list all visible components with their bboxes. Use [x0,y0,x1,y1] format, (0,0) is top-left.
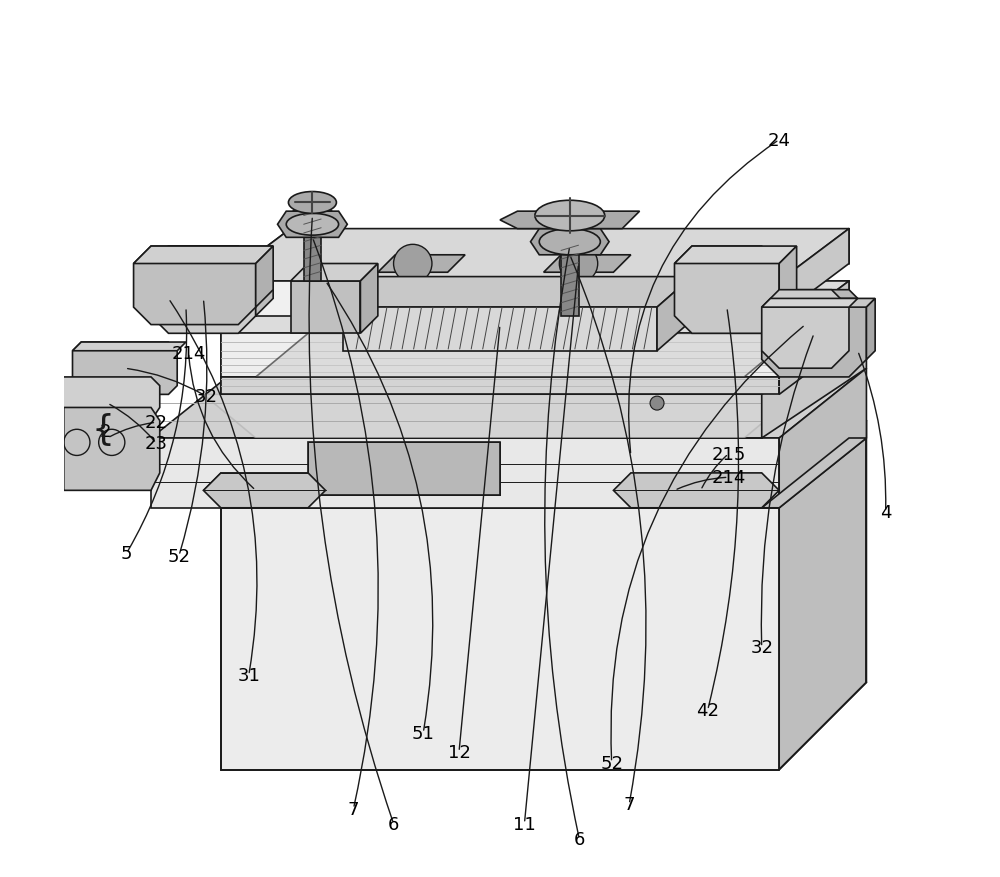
Text: 31: 31 [237,667,260,685]
Polygon shape [221,282,779,317]
Polygon shape [343,277,692,308]
Polygon shape [73,343,186,352]
Polygon shape [291,264,378,282]
Text: 7: 7 [348,800,359,818]
Polygon shape [762,299,875,308]
Text: 24: 24 [768,132,791,149]
Polygon shape [221,334,779,377]
Text: 214: 214 [171,344,206,362]
Polygon shape [278,212,347,238]
Polygon shape [151,438,779,508]
Text: 51: 51 [412,724,435,742]
Polygon shape [256,246,273,317]
Polygon shape [762,325,866,438]
Polygon shape [762,290,866,377]
Polygon shape [203,395,797,438]
Polygon shape [657,277,692,352]
Polygon shape [291,282,360,334]
Text: 7: 7 [623,795,635,814]
Polygon shape [779,230,849,317]
Polygon shape [221,282,849,334]
Text: 4: 4 [880,503,891,522]
Polygon shape [762,290,849,369]
Polygon shape [762,438,866,508]
Text: 52: 52 [600,753,623,772]
Ellipse shape [288,192,336,214]
Polygon shape [73,343,177,395]
Ellipse shape [291,207,334,226]
Text: 5: 5 [121,545,132,562]
Polygon shape [304,212,321,282]
Polygon shape [221,508,779,770]
Text: 52: 52 [167,547,190,565]
Text: {: { [92,413,115,446]
Polygon shape [308,443,500,496]
Polygon shape [613,474,779,508]
Ellipse shape [539,221,600,246]
Polygon shape [378,255,465,273]
Polygon shape [81,386,151,438]
Polygon shape [221,377,779,395]
Text: 214: 214 [711,468,746,487]
Polygon shape [81,386,151,491]
Text: 6: 6 [388,815,399,832]
Polygon shape [500,212,640,230]
Text: 6: 6 [574,831,585,848]
Polygon shape [779,246,797,317]
Text: 23: 23 [145,435,168,453]
Circle shape [650,396,664,410]
Text: 42: 42 [696,702,719,719]
Polygon shape [360,264,378,334]
Polygon shape [343,308,657,352]
Ellipse shape [539,230,600,255]
Polygon shape [561,246,579,317]
Polygon shape [55,408,64,491]
Text: 32: 32 [194,388,217,406]
Circle shape [394,245,432,283]
Ellipse shape [286,214,339,236]
Polygon shape [134,246,273,264]
Polygon shape [779,282,849,377]
Text: 2: 2 [100,423,111,440]
Text: 22: 22 [145,414,168,431]
Ellipse shape [535,201,605,232]
Polygon shape [221,230,849,282]
Polygon shape [55,377,160,421]
Polygon shape [151,246,273,264]
Polygon shape [203,474,326,508]
Polygon shape [134,246,256,325]
Polygon shape [151,369,866,438]
Text: 32: 32 [750,638,773,657]
Polygon shape [762,299,858,308]
Polygon shape [256,246,273,308]
Polygon shape [221,421,866,508]
Polygon shape [544,255,631,273]
Polygon shape [674,246,797,264]
Text: 11: 11 [513,815,536,832]
Polygon shape [779,325,849,395]
Polygon shape [531,230,609,255]
Circle shape [559,245,598,283]
Polygon shape [674,246,779,334]
Polygon shape [151,246,256,334]
Polygon shape [256,334,797,377]
Text: 12: 12 [448,743,470,761]
Polygon shape [55,408,160,491]
Polygon shape [866,299,875,360]
Polygon shape [779,421,866,770]
Text: 215: 215 [711,446,746,463]
Polygon shape [779,369,866,508]
